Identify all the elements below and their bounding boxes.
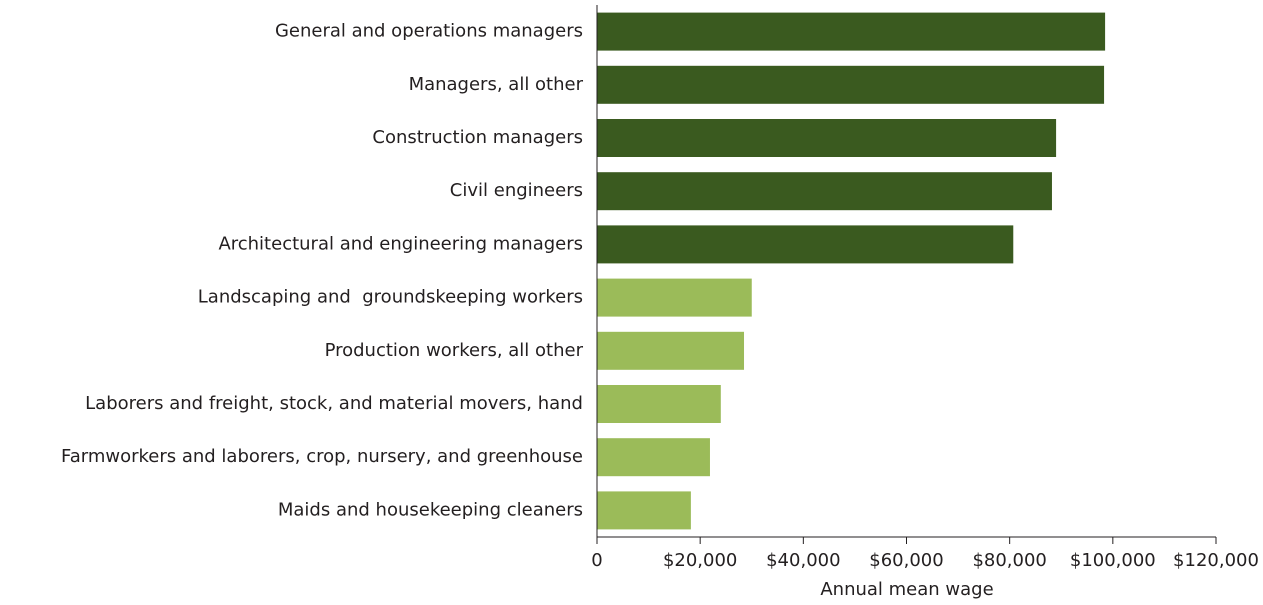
bar bbox=[597, 278, 752, 317]
bar bbox=[597, 331, 745, 370]
bar bbox=[597, 438, 710, 477]
y-tick-label: Production workers, all other bbox=[325, 340, 584, 361]
x-tick-label: $40,000 bbox=[766, 550, 840, 571]
y-tick-label: Architectural and engineering managers bbox=[218, 233, 583, 254]
bar bbox=[597, 491, 691, 530]
x-tick-label: $100,000 bbox=[1070, 550, 1156, 571]
x-axis-label: Annual mean wage bbox=[820, 579, 993, 600]
y-tick-label: Civil engineers bbox=[450, 180, 583, 201]
x-tick-label: $60,000 bbox=[869, 550, 943, 571]
y-tick-label: Maids and housekeeping cleaners bbox=[278, 499, 583, 520]
bar bbox=[597, 119, 1057, 157]
y-tick-label: Construction managers bbox=[372, 127, 583, 148]
y-tick-label: General and operations managers bbox=[275, 21, 583, 42]
x-tick-label: $80,000 bbox=[972, 550, 1046, 571]
x-tick-label: $120,000 bbox=[1173, 550, 1259, 571]
bar bbox=[597, 65, 1105, 104]
bar bbox=[597, 172, 1052, 211]
bar bbox=[597, 12, 1106, 51]
bar bbox=[597, 225, 1014, 264]
x-tick-label: 0 bbox=[591, 550, 602, 571]
y-tick-label: Farmworkers and laborers, crop, nursery,… bbox=[61, 446, 583, 467]
y-tick-label: Landscaping and groundskeeping workers bbox=[198, 287, 583, 308]
y-tick-label: Laborers and freight, stock, and materia… bbox=[85, 393, 583, 414]
bar bbox=[597, 385, 721, 423]
y-tick-label: Managers, all other bbox=[409, 74, 584, 95]
x-tick-label: $20,000 bbox=[663, 550, 737, 571]
